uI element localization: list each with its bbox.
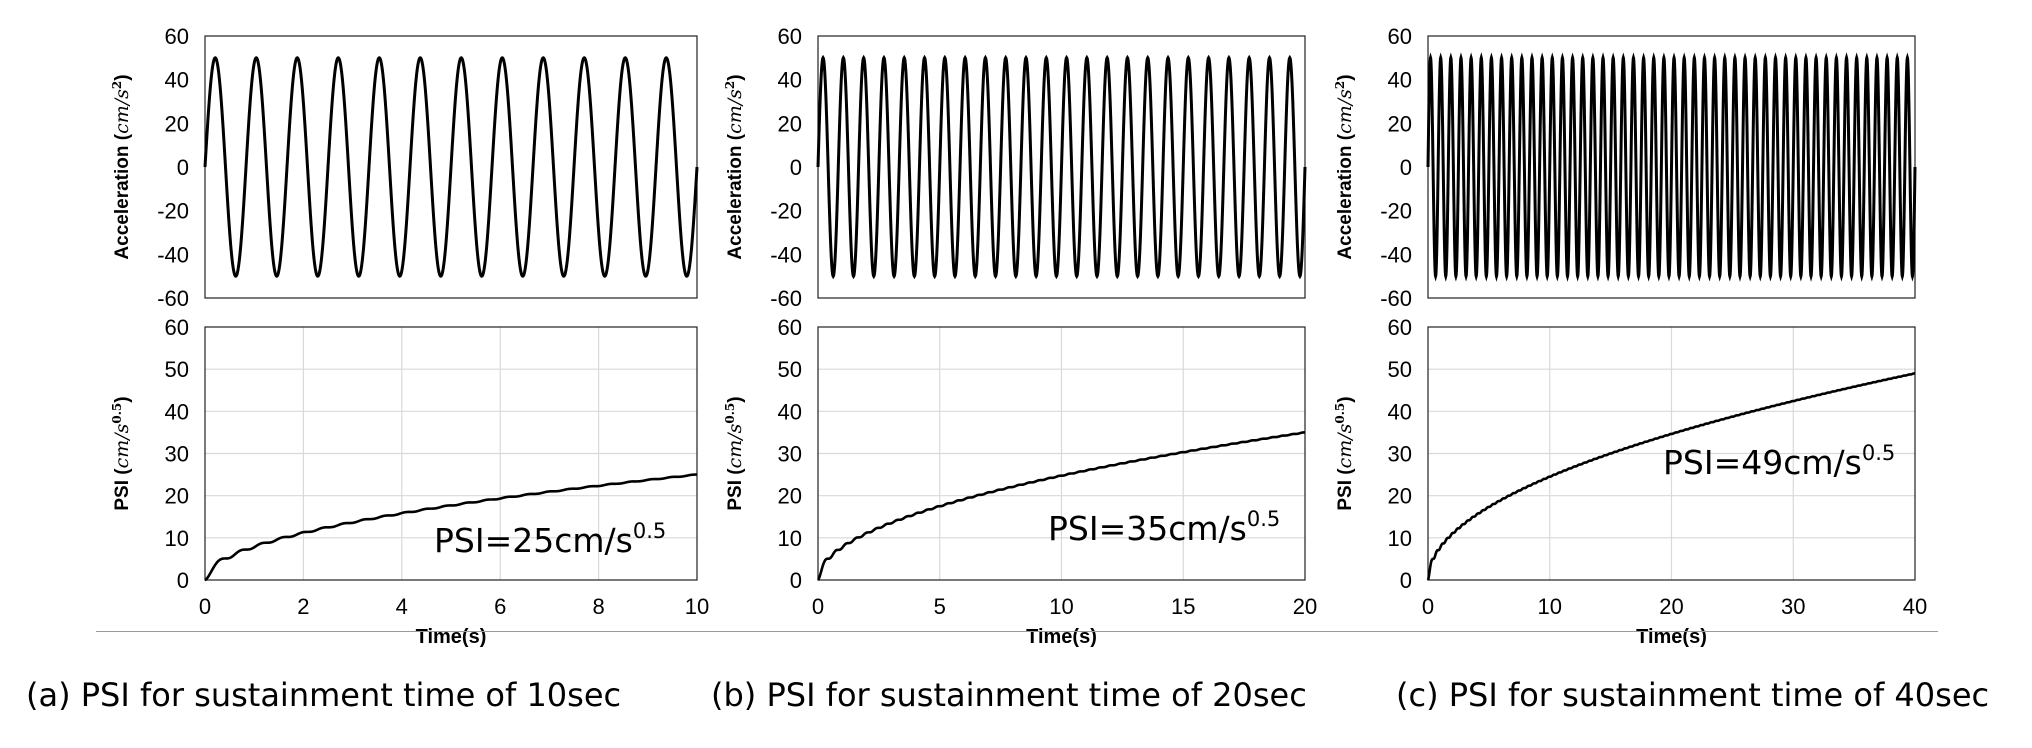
- psi-xtick-label: 30: [1781, 594, 1805, 619]
- psi-axis-label: PSI (cm/s0.5): [723, 396, 746, 510]
- acceleration-ytick-label: -60: [770, 286, 802, 311]
- psi-xtick-label: 2: [297, 594, 309, 619]
- psi-ytick-label: 0: [1400, 568, 1412, 593]
- acceleration-ytick-label: 60: [1388, 24, 1412, 49]
- psi-ytick-label: 60: [778, 315, 802, 340]
- psi-ytick-label: 30: [1388, 442, 1412, 467]
- acceleration-ytick-label: 60: [778, 24, 802, 49]
- psi-xtick-label: 8: [592, 594, 604, 619]
- acceleration-ytick-label: 20: [165, 111, 189, 136]
- psi-xtick-label: 0: [812, 594, 824, 619]
- psi-plot-frame: [817, 326, 1306, 581]
- psi-xtick-label: 0: [199, 594, 211, 619]
- psi-ytick-label: 0: [177, 568, 189, 593]
- caption-divider: [96, 631, 1938, 632]
- psi-axis-label: PSI (cm/s0.5): [1333, 396, 1356, 510]
- psi-xtick-label: 5: [934, 594, 946, 619]
- psi-xaxis-label: Time(s): [1636, 626, 1707, 648]
- acceleration-ytick-label: -20: [1380, 199, 1412, 224]
- psi-value-annotation: PSI=49cm/s0.5: [1663, 441, 1895, 482]
- psi-xtick-label: 10: [685, 594, 709, 619]
- psi-ytick-label: 50: [165, 357, 189, 382]
- acceleration-ytick-label: -40: [157, 242, 189, 267]
- psi-ytick-label: 10: [1388, 526, 1412, 551]
- psi-ytick-label: 20: [165, 484, 189, 509]
- psi-ytick-label: 0: [790, 568, 802, 593]
- psi-ytick-label: 10: [165, 526, 189, 551]
- psi-xtick-label: 15: [1171, 594, 1195, 619]
- psi-ytick-label: 60: [165, 315, 189, 340]
- psi-axis-label: PSI (cm/s0.5): [110, 396, 133, 510]
- acceleration-ytick-label: 60: [165, 24, 189, 49]
- acceleration-ytick-label: 0: [177, 155, 189, 180]
- psi-value-annotation: PSI=25cm/s0.5: [434, 519, 666, 560]
- psi-xtick-label: 6: [494, 594, 506, 619]
- acceleration-ytick-label: -60: [1380, 286, 1412, 311]
- acceleration-ytick-label: -40: [770, 242, 802, 267]
- acceleration-series-line: [1426, 52, 1917, 282]
- psi-xtick-label: 10: [1538, 594, 1562, 619]
- acceleration-ytick-label: 40: [778, 68, 802, 93]
- acceleration-ytick-label: 0: [790, 155, 802, 180]
- acceleration-ytick-label: -40: [1380, 242, 1412, 267]
- psi-xtick-label: 0: [1422, 594, 1434, 619]
- psi-ytick-label: 30: [165, 442, 189, 467]
- psi-ytick-label: 20: [778, 484, 802, 509]
- psi-series-line: [1426, 372, 1916, 581]
- psi-ytick-label: 50: [778, 357, 802, 382]
- psi-series-line: [204, 473, 697, 582]
- psi-ytick-label: 60: [1388, 315, 1412, 340]
- psi-plot-frame: [1427, 326, 1916, 581]
- caption-a: (a) PSI for sustainment time of 10sec: [26, 676, 622, 714]
- psi-ytick-label: 40: [165, 399, 189, 424]
- psi-xtick-label: 20: [1293, 594, 1317, 619]
- psi-ytick-label: 20: [1388, 484, 1412, 509]
- psi-xaxis-label: Time(s): [416, 626, 487, 648]
- psi-ytick-label: 40: [1388, 399, 1412, 424]
- psi-xtick-label: 40: [1903, 594, 1927, 619]
- acceleration-series-line: [816, 54, 1307, 280]
- acceleration-ytick-label: 40: [165, 68, 189, 93]
- panel-c: 60 40 20 0 -20 -40 -60 Acceleration (cm/s2) 60 50…: [1333, 24, 1927, 648]
- psi-value-annotation: PSI=35cm/s0.5: [1048, 507, 1280, 548]
- psi-ytick-label: 50: [1388, 357, 1412, 382]
- psi-xtick-label: 20: [1659, 594, 1683, 619]
- acceleration-axis-label: Acceleration (cm/s2): [1333, 74, 1356, 259]
- acceleration-series-line: [203, 56, 699, 278]
- psi-plot-frame: [204, 326, 698, 581]
- psi-xaxis-label: Time(s): [1026, 626, 1097, 648]
- psi-ytick-label: 40: [778, 399, 802, 424]
- psi-series-line: [817, 431, 1305, 581]
- acceleration-ytick-label: 40: [1388, 68, 1412, 93]
- psi-xtick-label: 4: [396, 594, 408, 619]
- caption-c: (c) PSI for sustainment time of 40sec: [1396, 676, 1990, 714]
- acceleration-ytick-label: -20: [157, 199, 189, 224]
- acceleration-ytick-label: 20: [1388, 111, 1412, 136]
- acceleration-ytick-label: 20: [778, 111, 802, 136]
- psi-ytick-label: 10: [778, 526, 802, 551]
- acceleration-ytick-label: 0: [1400, 155, 1412, 180]
- acceleration-ytick-label: -20: [770, 199, 802, 224]
- acceleration-axis-label: Acceleration (cm/s2): [110, 74, 133, 259]
- psi-ytick-label: 30: [778, 442, 802, 467]
- psi-xtick-label: 10: [1049, 594, 1073, 619]
- acceleration-axis-label: Acceleration (cm/s2): [723, 74, 746, 259]
- caption-b: (b) PSI for sustainment time of 20sec: [711, 676, 1307, 714]
- acceleration-ytick-label: -60: [157, 286, 189, 311]
